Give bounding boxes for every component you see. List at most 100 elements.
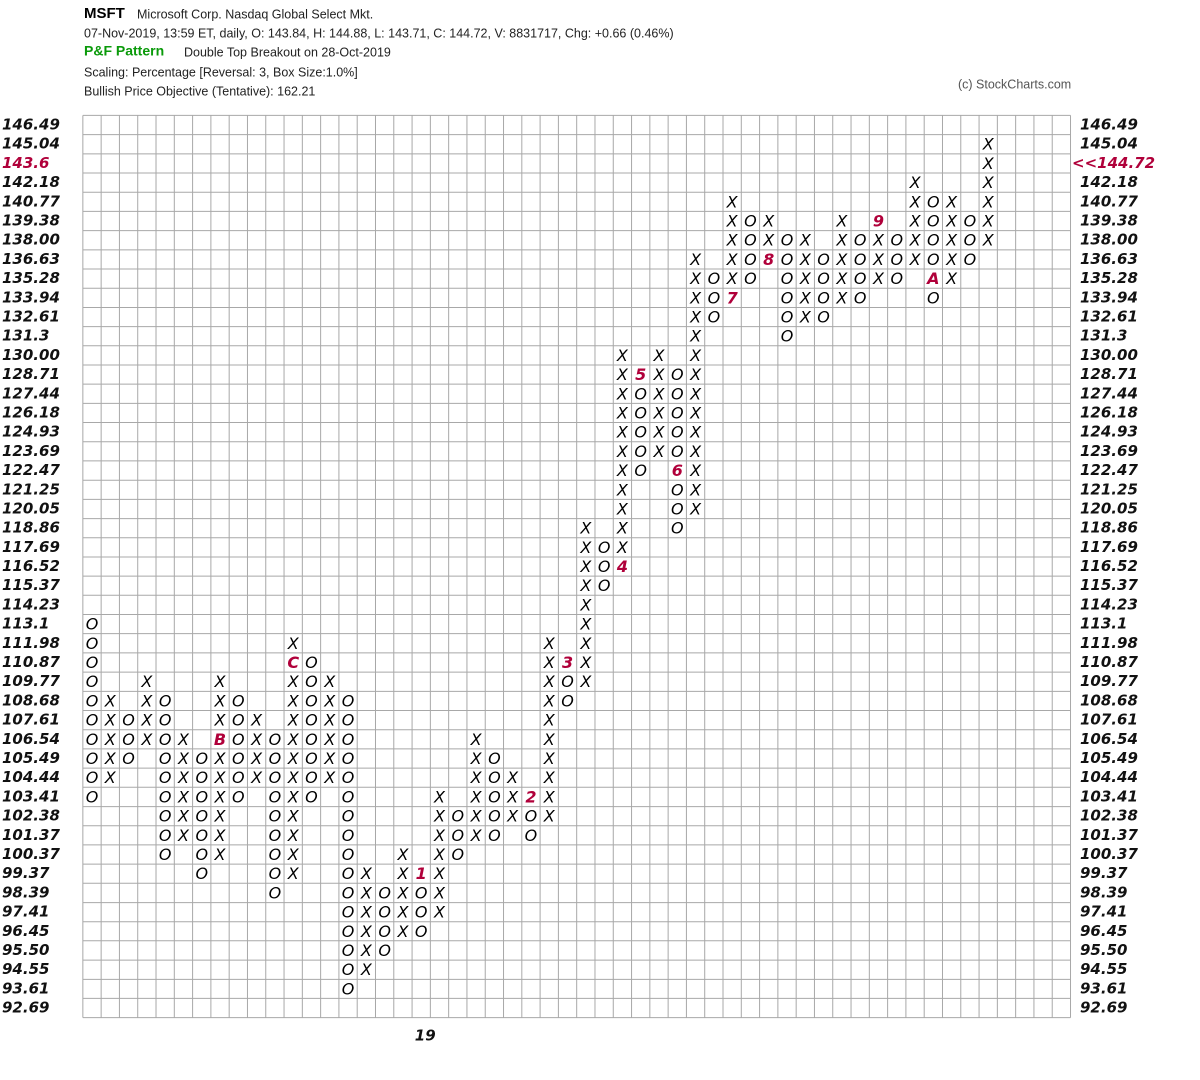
o-box: O <box>195 845 208 864</box>
y-tick-label-right: 121.25 <box>1080 480 1138 498</box>
x-box: X <box>689 384 702 403</box>
x-box: X <box>287 845 300 864</box>
o-box: O <box>305 730 318 749</box>
o-box: O <box>269 845 282 864</box>
x-box: X <box>689 250 702 269</box>
x-box: X <box>543 672 556 691</box>
y-tick-label-right: 105.49 <box>1080 749 1138 767</box>
x-box: X <box>287 711 300 730</box>
x-box: X <box>287 730 300 749</box>
o-box: O <box>854 288 867 307</box>
x-box: X <box>616 461 629 480</box>
x-box: X <box>543 749 556 768</box>
y-tick-label: 111.98 <box>2 634 60 652</box>
x-box: X <box>689 365 702 384</box>
x-box: X <box>287 634 300 653</box>
x-box: X <box>543 787 556 806</box>
y-tick-label: 126.18 <box>2 403 60 421</box>
x-box: X <box>104 730 117 749</box>
x-box: X <box>799 231 812 250</box>
y-tick-label-right: 128.71 <box>1080 365 1138 383</box>
y-tick-label: 121.25 <box>2 480 60 498</box>
x-box: X <box>323 711 336 730</box>
o-box: O <box>305 653 318 672</box>
o-box: O <box>598 576 611 595</box>
column: OOO <box>964 211 977 268</box>
x-box: X <box>287 749 300 768</box>
o-box: O <box>927 288 940 307</box>
credit: (c) StockCharts.com <box>958 77 1071 91</box>
x-box: X <box>616 538 629 557</box>
month-marker: 2 <box>525 787 536 806</box>
y-tick-label: 106.54 <box>2 730 60 748</box>
month-marker: 7 <box>727 288 739 307</box>
y-tick-label-right: 106.54 <box>1080 730 1138 748</box>
o-box: O <box>195 807 208 826</box>
column: OOO <box>452 807 465 864</box>
y-tick-label: 142.18 <box>2 173 60 191</box>
o-box: O <box>122 711 135 730</box>
o-box: O <box>86 634 99 653</box>
o-box: O <box>305 691 318 710</box>
y-tick-label: 115.37 <box>2 576 60 594</box>
y-tick-label: 98.39 <box>2 883 49 901</box>
o-box: O <box>890 269 903 288</box>
o-box: O <box>488 787 501 806</box>
y-tick-label-right: 142.18 <box>1080 173 1138 191</box>
o-box: O <box>964 250 977 269</box>
x-box: X <box>835 211 848 230</box>
x-box: X <box>909 173 922 192</box>
x-box: X <box>543 711 556 730</box>
o-box: O <box>927 211 940 230</box>
y-tick-label: 132.61 <box>2 308 60 326</box>
x-box: X <box>506 787 519 806</box>
x-box: X <box>726 211 739 230</box>
y-tick-label: 99.37 <box>2 864 50 882</box>
y-tick-label-right: 120.05 <box>1080 500 1138 518</box>
x-box: X <box>689 327 702 346</box>
y-tick-label: 138.00 <box>2 231 60 249</box>
y-tick-label: 104.44 <box>2 768 60 786</box>
o-box: O <box>488 807 501 826</box>
x-box: X <box>616 423 629 442</box>
x-box: X <box>616 346 629 365</box>
x-box: X <box>616 384 629 403</box>
x-box: X <box>470 826 483 845</box>
o-box: O <box>195 787 208 806</box>
month-marker: B <box>214 730 226 749</box>
column: XX8 <box>762 211 775 268</box>
x-box: X <box>287 807 300 826</box>
y-tick-label: 145.04 <box>2 135 60 153</box>
y-tick-label: 108.68 <box>2 691 60 709</box>
o-box: O <box>122 730 135 749</box>
o-box: O <box>342 922 355 941</box>
o-box: O <box>890 250 903 269</box>
x-box: X <box>689 500 702 519</box>
x-box: X <box>799 308 812 327</box>
x-box: X <box>360 883 373 902</box>
o-box: O <box>671 423 684 442</box>
x-box: X <box>982 231 995 250</box>
x-box: X <box>799 250 812 269</box>
x-box: X <box>287 768 300 787</box>
o-box: O <box>342 845 355 864</box>
o-box: O <box>744 211 757 230</box>
y-tick-label-right: 107.61 <box>1080 711 1138 729</box>
o-box: O <box>561 691 574 710</box>
y-tick-label: 94.55 <box>2 960 49 978</box>
y-tick-label-right: 96.45 <box>1080 922 1127 940</box>
